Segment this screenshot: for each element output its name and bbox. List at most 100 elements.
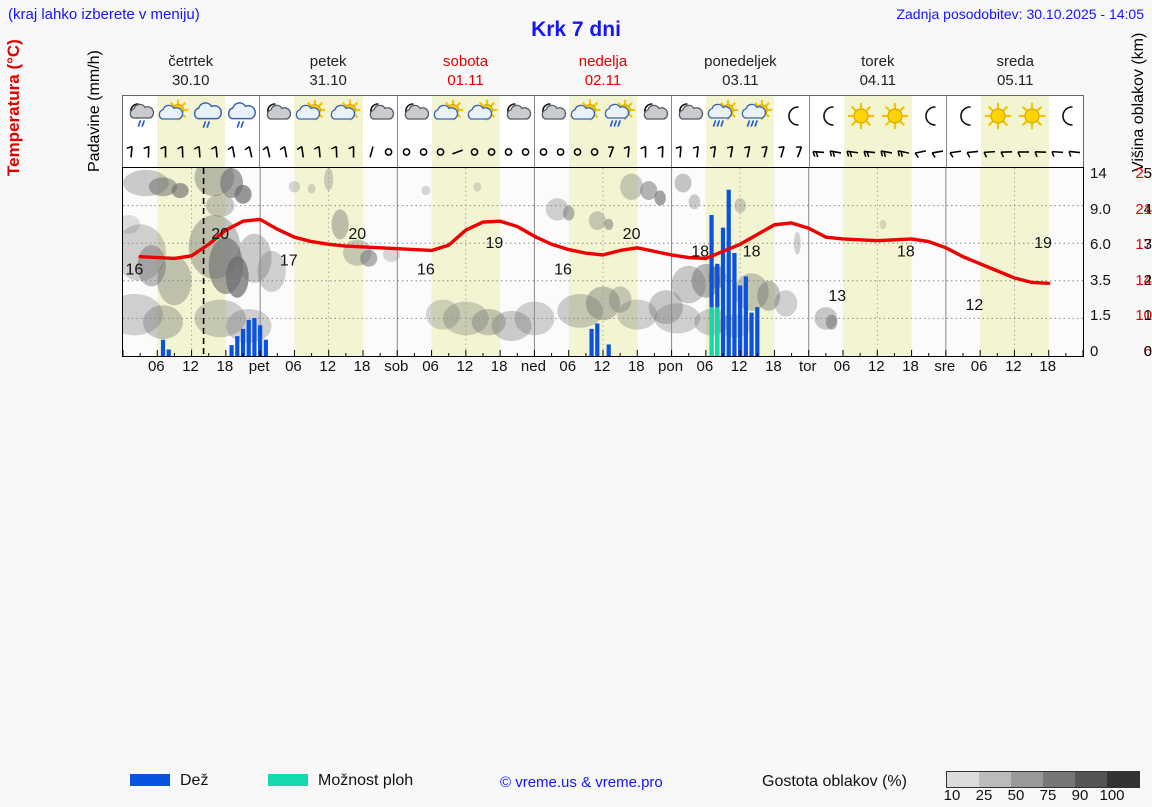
time-label: 18 [902, 358, 919, 375]
weather-icon-cell-10 [432, 96, 466, 137]
wind-barb-cell-4 [225, 137, 259, 167]
moon-cloud-icon [535, 99, 569, 135]
moon-cloud-icon [500, 99, 534, 135]
temperature-value-label: 18 [743, 244, 761, 261]
wind-barb-cell-8 [363, 137, 397, 167]
density-swatch-5 [1075, 772, 1107, 787]
weather-icon-cell-3 [191, 96, 225, 137]
sun-cloud-icon [432, 99, 466, 135]
wind-barb-icon [157, 137, 191, 167]
weather-icon-cell-23 [878, 96, 912, 137]
copyright-link[interactable]: © vreme.us & vreme.pro [500, 774, 663, 791]
time-label: 18 [1039, 358, 1056, 375]
moon-cloud-icon [260, 99, 294, 135]
wind-barb-cell-21 [809, 137, 844, 167]
time-label: 06 [285, 358, 302, 375]
cloud-height-tick-1: 14 [1090, 165, 1107, 182]
wind-barb-icon [912, 137, 946, 167]
density-tick-5: 90 [1072, 787, 1089, 804]
time-label: 18 [765, 358, 782, 375]
wind-barb-icon [328, 137, 362, 167]
weather-icon-cell-22 [844, 96, 878, 137]
time-label: 06 [971, 358, 988, 375]
wind-barb-icon [774, 137, 808, 167]
wind-barb-cell-9 [397, 137, 432, 167]
wind-barb-icon [637, 137, 671, 167]
wind-barb-icon [260, 137, 294, 167]
wind-barb-icon [810, 137, 844, 167]
weather-icon-cell-7 [328, 96, 362, 137]
day-date: 04.11 [809, 71, 946, 90]
temperature-axis-title: Temperatura (°C) [4, 0, 24, 176]
density-swatch-3 [1011, 772, 1043, 787]
weather-icon-cell-21 [809, 96, 844, 137]
sun-cloud-icon [157, 99, 191, 135]
wind-barb-cell-15 [603, 137, 637, 167]
day-name: petek [259, 52, 396, 71]
weather-icon-cell-2 [157, 96, 191, 137]
wind-barb-icon [398, 137, 432, 167]
cloud-height-tick-6: 0 [1090, 343, 1098, 360]
day-date: 05.11 [947, 71, 1084, 90]
sun-cloud-rain-icon [740, 99, 774, 135]
wind-barb-cell-12 [500, 137, 534, 167]
temperature-value-label: 18 [691, 244, 709, 261]
showers-legend-swatch [268, 774, 308, 786]
wind-barb-icon [878, 137, 912, 167]
rain-legend-label: Dež [180, 772, 208, 790]
weather-icon-cell-4 [225, 96, 259, 137]
sun-cloud-icon [294, 99, 328, 135]
plot-canvas: 162017201619162018181318121914 [123, 168, 1083, 356]
showers-legend-label: Možnost ploh [318, 772, 413, 790]
wind-barb-cell-6 [294, 137, 328, 167]
density-swatch-2 [979, 772, 1011, 787]
moon-icon [947, 99, 981, 135]
moon-cloud-icon [672, 99, 706, 135]
time-label: 12 [1005, 358, 1022, 375]
sun-icon [878, 99, 912, 135]
sun-cloud-icon [329, 99, 363, 135]
temperature-value-label: 13 [828, 288, 846, 305]
temperature-value-label: 20 [211, 226, 229, 243]
weather-icon-cell-20 [774, 96, 808, 137]
moon-cloud-rain-icon [123, 99, 157, 135]
time-label: ned [521, 358, 546, 375]
weather-icon-cell-14 [569, 96, 603, 137]
moon-icon [912, 99, 946, 135]
weather-icon-cell-5 [259, 96, 294, 137]
weather-icon-cell-19 [740, 96, 774, 137]
wind-barb-cell-16 [637, 137, 671, 167]
sun-cloud-icon [569, 99, 603, 135]
density-tick-4: 75 [1040, 787, 1057, 804]
wind-barb-icon [363, 137, 397, 167]
day-name: sreda [947, 52, 1084, 71]
moon-cloud-icon [637, 99, 671, 135]
temperature-value-label: 20 [348, 226, 366, 243]
weather-icon-cell-27 [1015, 96, 1049, 137]
wind-barb-icon [225, 137, 259, 167]
cloud-rain-icon [225, 99, 259, 135]
sun-icon [844, 99, 878, 135]
sun-icon [1015, 99, 1049, 135]
wind-barb-cell-25 [946, 137, 981, 167]
wind-barb-cell-5 [259, 137, 294, 167]
wind-barb-cell-22 [844, 137, 878, 167]
wind-barb-cell-20 [774, 137, 808, 167]
wind-barb-icon [844, 137, 878, 167]
weather-icon-cell-11 [466, 96, 500, 137]
precipitation-axis-title: Padavine (mm/h) [86, 0, 104, 172]
time-label: tor [799, 358, 817, 375]
temperature-value-label: 20 [623, 226, 641, 243]
temperature-value-label: 19 [486, 235, 504, 252]
day-name: torek [809, 52, 946, 71]
temperature-value-label: 19 [1034, 235, 1052, 252]
wind-barb-icon [123, 137, 157, 167]
time-label: pet [249, 358, 270, 375]
cloud-density-legend-label: Gostota oblakov (%) [762, 773, 907, 791]
